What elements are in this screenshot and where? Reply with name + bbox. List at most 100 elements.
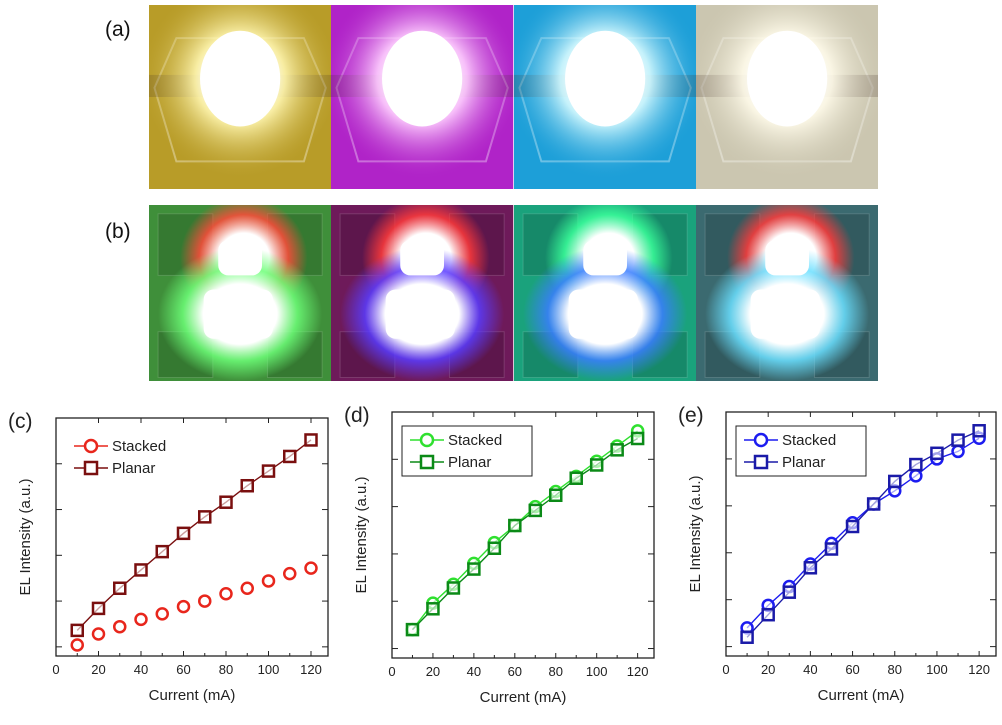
data-point-planar xyxy=(467,562,481,576)
panel-label-d: (d) xyxy=(344,404,370,427)
data-point-planar xyxy=(630,431,645,446)
data-point-planar xyxy=(951,433,965,447)
photo-row-b xyxy=(149,205,878,381)
plot-frame xyxy=(391,411,655,659)
data-point-planar xyxy=(782,585,797,599)
data-point-planar xyxy=(888,474,902,489)
x-tick-label: 100 xyxy=(926,662,948,677)
data-point-planar xyxy=(866,497,881,511)
data-point-stacked xyxy=(219,587,233,601)
data-point-planar xyxy=(91,601,106,616)
data-point-planar xyxy=(508,518,522,533)
x-axis-title: Current (mA) xyxy=(149,687,236,704)
x-tick-label: 120 xyxy=(968,662,990,677)
data-point-stacked xyxy=(240,581,254,596)
chart-d: (d) 0 20 40 60 80 100 120 Current (mA) EL Intensi… xyxy=(334,400,668,720)
data-point-planar xyxy=(909,457,923,472)
x-tick-label: 120 xyxy=(627,664,649,679)
x-tick-label: 40 xyxy=(803,662,817,677)
data-point-planar xyxy=(761,607,775,622)
x-tick-label: 80 xyxy=(219,662,233,677)
rgb-led-photo xyxy=(695,205,878,381)
legend-label-stacked: Stacked xyxy=(782,432,836,449)
x-tick-label: 0 xyxy=(388,664,395,679)
data-point-planar xyxy=(240,478,254,493)
data-point-planar xyxy=(549,488,563,503)
data-point-planar xyxy=(198,510,212,524)
data-point-stacked xyxy=(134,612,148,627)
data-point-planar xyxy=(113,581,127,596)
data-point-planar xyxy=(569,471,583,485)
data-point-planar xyxy=(803,561,818,575)
legend-label-planar: Planar xyxy=(112,460,155,477)
y-axis-title: EL Intensity (a.u.) xyxy=(17,478,34,595)
x-tick-label: 40 xyxy=(467,664,481,679)
data-point-planar xyxy=(176,526,191,541)
data-point-planar xyxy=(930,446,944,461)
x-axis-title: Current (mA) xyxy=(480,689,567,706)
data-point-planar xyxy=(487,541,502,555)
x-tick-label: 0 xyxy=(722,662,729,677)
x-tick-label: 40 xyxy=(134,662,148,677)
data-point-planar xyxy=(845,519,860,534)
data-point-planar xyxy=(528,503,543,518)
panel-label-b: (b) xyxy=(105,220,131,243)
chart-svg-e: (e) 0 20 40 60 80 100 120 Current (mA) EL Intensi… xyxy=(678,404,997,704)
legend-label-planar: Planar xyxy=(782,454,825,471)
data-point-planar xyxy=(283,449,297,464)
x-tick-label: 120 xyxy=(300,662,322,677)
x-tick-label: 80 xyxy=(549,664,563,679)
red-green-led-photo xyxy=(149,205,332,381)
data-point-stacked xyxy=(283,566,297,581)
x-tick-label: 20 xyxy=(761,662,775,677)
data-point-stacked xyxy=(304,561,318,575)
yellow-led-photo xyxy=(149,5,332,189)
data-point-stacked xyxy=(70,638,84,652)
chart-c: (c) 0 20 40 60 80 100 120 Current (mA) EL Intensi… xyxy=(0,400,334,720)
data-point-planar xyxy=(589,458,604,472)
data-point-stacked xyxy=(909,469,923,483)
x-tick-label: 60 xyxy=(845,662,859,677)
data-point-stacked xyxy=(155,607,169,621)
x-tick-label: 80 xyxy=(888,662,902,677)
y-axis-title: EL Intensity (a.u.) xyxy=(353,476,370,593)
photo-row-a xyxy=(149,5,878,189)
plot-frame xyxy=(55,417,329,657)
red-blue-led-photo xyxy=(331,205,514,381)
data-point-planar xyxy=(972,424,986,438)
data-point-planar xyxy=(740,630,754,644)
x-tick-label: 100 xyxy=(586,664,608,679)
series-line-planar xyxy=(411,437,638,631)
data-point-stacked xyxy=(951,444,965,459)
y-axis-title: EL Intensity (a.u.) xyxy=(687,475,704,592)
x-tick-label: 100 xyxy=(258,662,280,677)
panel-label-e: (e) xyxy=(678,404,704,427)
x-tick-label: 60 xyxy=(176,662,190,677)
x-tick-label: 60 xyxy=(508,664,522,679)
data-point-stacked xyxy=(176,599,191,614)
white-led-photo xyxy=(695,5,878,189)
data-point-planar xyxy=(134,563,148,577)
data-point-stacked xyxy=(261,574,276,588)
data-point-planar xyxy=(70,623,84,638)
legend-label-planar: Planar xyxy=(448,454,491,471)
data-point-planar xyxy=(405,622,420,637)
x-tick-label: 20 xyxy=(426,664,440,679)
magenta-led-photo xyxy=(331,5,514,189)
data-point-planar xyxy=(426,602,440,616)
series-line-stacked xyxy=(411,430,639,631)
blue-green-led-photo xyxy=(513,205,696,381)
data-point-stacked xyxy=(91,627,106,641)
chart-e: (e) 0 20 40 60 80 100 120 Current (mA) EL Intensi… xyxy=(668,400,1002,720)
data-point-planar xyxy=(155,544,169,559)
data-point-stacked xyxy=(113,619,127,634)
x-tick-label: 0 xyxy=(52,662,59,677)
data-point-planar xyxy=(304,433,318,447)
cyan-led-photo xyxy=(513,5,696,189)
data-point-planar xyxy=(261,464,276,478)
data-point-planar xyxy=(219,495,233,509)
plot-frame xyxy=(725,411,997,657)
data-point-planar xyxy=(824,542,839,556)
data-point-stacked xyxy=(198,594,212,608)
legend-label-stacked: Stacked xyxy=(448,432,502,449)
